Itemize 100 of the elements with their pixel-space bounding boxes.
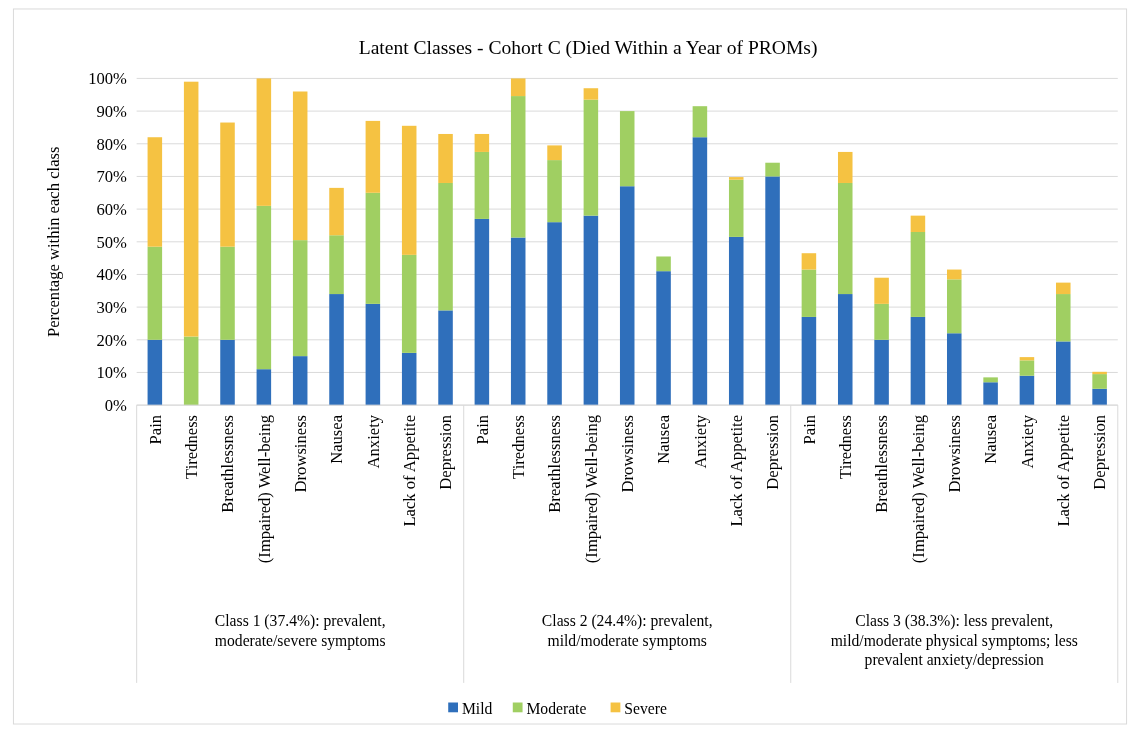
y-tick-label: 60% xyxy=(96,199,128,219)
bar xyxy=(874,277,889,304)
chart-title: Latent Classes - Cohort C (Died Within a Year of PROMs) xyxy=(358,36,818,59)
y-tick-label: 10% xyxy=(96,363,128,383)
bar xyxy=(147,339,163,406)
x-tick-label: Anxiety xyxy=(1017,414,1037,469)
x-tick-label: Breathlessness xyxy=(545,414,565,513)
y-tick-label: 50% xyxy=(96,232,128,252)
x-tick-label: Depression xyxy=(763,414,783,490)
bar xyxy=(1092,388,1107,406)
bar xyxy=(438,310,453,406)
x-tick-label: Tiredness xyxy=(182,414,201,479)
bar xyxy=(619,111,635,187)
x-tick-label: Tiredness xyxy=(836,414,856,479)
bar xyxy=(837,182,853,295)
bar xyxy=(946,279,962,334)
bar xyxy=(510,237,526,406)
bar xyxy=(183,81,199,337)
bar xyxy=(1056,294,1071,342)
bar xyxy=(220,246,235,340)
bar xyxy=(329,235,344,295)
bar xyxy=(692,106,708,138)
bar xyxy=(256,369,272,406)
bar xyxy=(728,236,744,406)
bar xyxy=(946,269,962,280)
x-tick-label: Lack of Appetite xyxy=(400,414,420,527)
bar xyxy=(147,246,163,340)
bar xyxy=(292,240,308,357)
bar xyxy=(910,316,926,406)
x-tick-label: Pain xyxy=(799,414,819,445)
bar xyxy=(147,137,163,247)
y-tick-label: 20% xyxy=(96,330,128,350)
bar xyxy=(1056,341,1071,406)
bar xyxy=(474,151,490,219)
bar xyxy=(656,271,671,406)
bar xyxy=(329,187,344,236)
x-tick-label: Drowsiness xyxy=(291,414,311,493)
bar xyxy=(220,122,235,247)
x-tick-label: (Impaired) Well-being xyxy=(908,414,928,564)
bar xyxy=(547,160,562,223)
y-tick-label: 70% xyxy=(96,167,128,187)
bar xyxy=(910,231,926,317)
bar xyxy=(946,333,962,406)
x-tick-label: Anxiety xyxy=(690,414,710,469)
bar xyxy=(910,215,926,232)
bar xyxy=(728,177,744,180)
x-tick-label: Depression xyxy=(1090,414,1110,490)
bar xyxy=(510,96,526,238)
bar xyxy=(983,377,998,383)
bar xyxy=(765,176,780,406)
bar xyxy=(837,151,853,183)
bar xyxy=(583,99,599,216)
bar xyxy=(510,78,526,97)
bar xyxy=(619,186,635,406)
x-tick-label: Drowsiness xyxy=(618,414,638,493)
legend-label: Moderate xyxy=(526,699,587,717)
x-tick-label: Lack of Appetite xyxy=(1054,414,1074,527)
legend-label: Severe xyxy=(624,699,667,717)
x-tick-label: Breathlessness xyxy=(872,414,892,513)
x-tick-label: Lack of Appetite xyxy=(727,414,747,527)
bar xyxy=(1092,371,1107,375)
bar xyxy=(401,352,417,406)
bar xyxy=(256,205,272,370)
bar xyxy=(728,179,744,237)
bar xyxy=(401,254,417,353)
bar xyxy=(438,133,453,183)
x-tick-label: Tiredness xyxy=(509,414,529,479)
bar xyxy=(983,382,998,406)
bar xyxy=(801,269,817,317)
bar xyxy=(1019,375,1035,406)
x-tick-label: Nausea xyxy=(981,414,1001,464)
bar xyxy=(692,137,708,406)
legend-label: Mild xyxy=(461,699,493,717)
bar xyxy=(837,294,853,406)
bar xyxy=(365,192,381,304)
x-tick-label: Drowsiness xyxy=(945,414,965,493)
y-tick-label: 0% xyxy=(104,395,128,415)
bar xyxy=(583,215,599,406)
bar xyxy=(329,294,344,406)
bar xyxy=(1056,282,1071,295)
text: Class 3 (38.3%): less prevalent, mild/moderate physical symptoms; less prevalent anxiety/depression xyxy=(830,612,1078,670)
bar xyxy=(874,303,889,340)
bar xyxy=(583,88,599,100)
bar xyxy=(547,222,562,406)
text: Class 2 (24.4%): prevalent, mild/moderate symptoms xyxy=(541,612,713,650)
bar xyxy=(874,339,889,406)
bar xyxy=(401,125,417,255)
y-tick-label: 100% xyxy=(88,69,128,89)
bar xyxy=(547,145,562,161)
x-tick-label: (Impaired) Well-being xyxy=(254,414,274,564)
bar xyxy=(765,162,780,177)
x-tick-label: (Impaired) Well-being xyxy=(581,414,601,564)
bar xyxy=(656,256,671,272)
y-tick-label: 80% xyxy=(96,134,128,154)
x-tick-label: Depression xyxy=(436,414,456,490)
x-tick-label: Nausea xyxy=(654,414,674,464)
x-tick-label: Anxiety xyxy=(363,414,383,469)
bar xyxy=(292,91,308,241)
x-tick-label: Breathlessness xyxy=(218,414,238,513)
bar xyxy=(474,133,490,152)
